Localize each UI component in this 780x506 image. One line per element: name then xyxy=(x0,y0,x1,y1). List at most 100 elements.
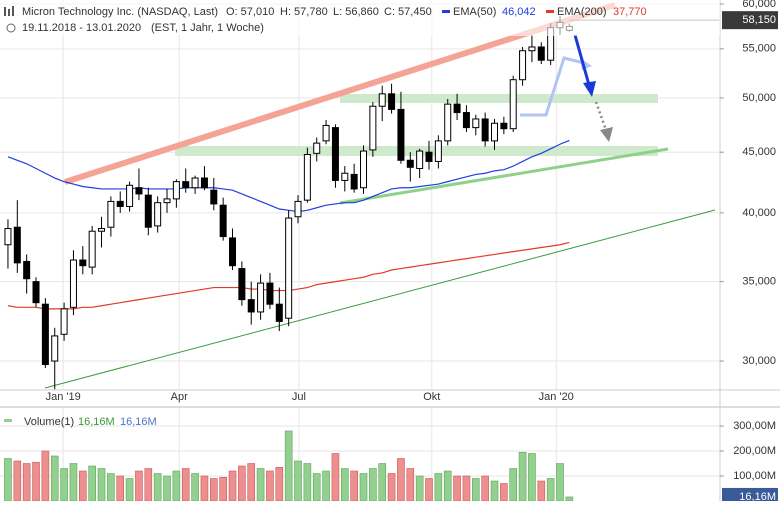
candle-body xyxy=(163,198,171,204)
legend-value: 37,770 xyxy=(613,6,647,18)
candle-body xyxy=(303,153,311,201)
candle-body xyxy=(266,282,274,305)
candle-body xyxy=(51,335,59,362)
candle-body xyxy=(434,140,442,162)
candle-body xyxy=(331,127,339,181)
subtitle: (EST, 1 Jahr, 1 Woche) xyxy=(151,22,264,34)
arrow-head xyxy=(583,81,596,97)
volume-bar xyxy=(509,468,518,502)
last-volume-label: 16,16M xyxy=(739,491,776,501)
volume-bar xyxy=(331,453,340,502)
candle-body xyxy=(191,177,199,189)
volume-bar xyxy=(256,468,265,502)
volume-bar xyxy=(387,473,396,502)
arrows xyxy=(573,34,613,142)
candle-body xyxy=(519,50,527,81)
y-tick-label: 55,000 xyxy=(742,43,776,55)
candle-body xyxy=(257,282,265,313)
candle-body xyxy=(472,118,480,129)
volume-bar xyxy=(4,458,12,502)
volume-bar xyxy=(41,450,50,502)
candle-body xyxy=(500,122,508,130)
candle-body xyxy=(416,150,424,169)
legend-label: EMA(200) xyxy=(557,6,607,18)
candle-body xyxy=(210,189,218,205)
candle-body xyxy=(126,184,134,207)
volume-bar xyxy=(322,470,330,502)
last-price-box xyxy=(722,11,778,30)
legend-label: Volume(1) xyxy=(24,416,74,428)
x-tick-label: Jul xyxy=(292,391,306,403)
volume-bar xyxy=(537,480,546,502)
volume-bar xyxy=(462,475,471,502)
volume-bar xyxy=(425,478,433,502)
quote: L: 56,860 xyxy=(333,6,379,18)
volume-bar xyxy=(312,473,321,502)
volume-bar xyxy=(191,473,199,502)
volume-bar xyxy=(490,480,499,502)
volume-bar xyxy=(266,470,274,502)
legend-value: 16,16M xyxy=(78,416,115,428)
y-tick-label: 200,00M xyxy=(733,445,776,457)
projection xyxy=(520,56,585,117)
volume-bar xyxy=(135,470,143,502)
y-tick-label: 45,000 xyxy=(742,146,776,158)
y-tick-label: 300,00M xyxy=(733,420,776,432)
candle-body xyxy=(135,187,143,195)
candle-body xyxy=(509,79,517,130)
candle-body xyxy=(425,151,433,162)
volume-bar xyxy=(200,475,209,502)
volume-bar xyxy=(22,463,31,502)
x-tick-label: Apr xyxy=(171,391,188,403)
x-tick-label: Jan '20 xyxy=(539,391,574,403)
candle-body xyxy=(275,303,283,322)
volume-bar xyxy=(443,470,452,502)
y-tick-label: 60,000 xyxy=(742,0,776,10)
candle-body xyxy=(481,118,489,142)
candle-body xyxy=(4,228,12,246)
legend-swatch xyxy=(442,10,450,13)
volume-bar xyxy=(107,473,115,502)
volume-bar xyxy=(116,475,125,502)
volume-bar xyxy=(369,468,377,502)
y-tick-label: 40,000 xyxy=(742,207,776,219)
candle-body xyxy=(182,181,190,189)
header-bg xyxy=(0,0,720,36)
candle-body xyxy=(285,217,293,319)
candle-body xyxy=(491,122,499,142)
candle-body xyxy=(172,181,180,200)
volume-bar xyxy=(172,470,181,502)
candle-body xyxy=(322,124,330,142)
candle-body xyxy=(154,202,162,227)
legend-value: 16,16M xyxy=(120,416,157,428)
volume-bar xyxy=(210,478,218,502)
candle-body xyxy=(200,177,208,189)
icon xyxy=(12,6,14,16)
candle-body xyxy=(294,200,302,218)
volume-bar xyxy=(13,460,22,502)
volume-bar xyxy=(219,476,227,502)
quote: C: 57,450 xyxy=(384,6,432,18)
support-band xyxy=(340,94,658,103)
candle-body xyxy=(537,46,545,61)
volume-bar xyxy=(481,475,489,502)
candle-body xyxy=(378,93,386,107)
volume-bar xyxy=(97,468,106,502)
candle-body xyxy=(341,172,349,181)
arrow-head xyxy=(600,127,613,142)
candle-body xyxy=(13,226,21,264)
candle-body xyxy=(444,103,452,142)
volume-bar xyxy=(275,466,284,502)
candle-body xyxy=(41,303,49,365)
quote: H: 57,780 xyxy=(280,6,328,18)
volume-bar xyxy=(181,468,190,502)
candle-body xyxy=(397,108,405,161)
candle-body xyxy=(69,259,77,308)
volume-bar xyxy=(32,461,40,502)
volume-bar xyxy=(518,451,527,502)
x-tick-label: Jan '19 xyxy=(46,391,81,403)
volume-bar xyxy=(359,473,368,502)
volume-bar xyxy=(144,468,153,502)
volume-bar xyxy=(415,475,424,502)
